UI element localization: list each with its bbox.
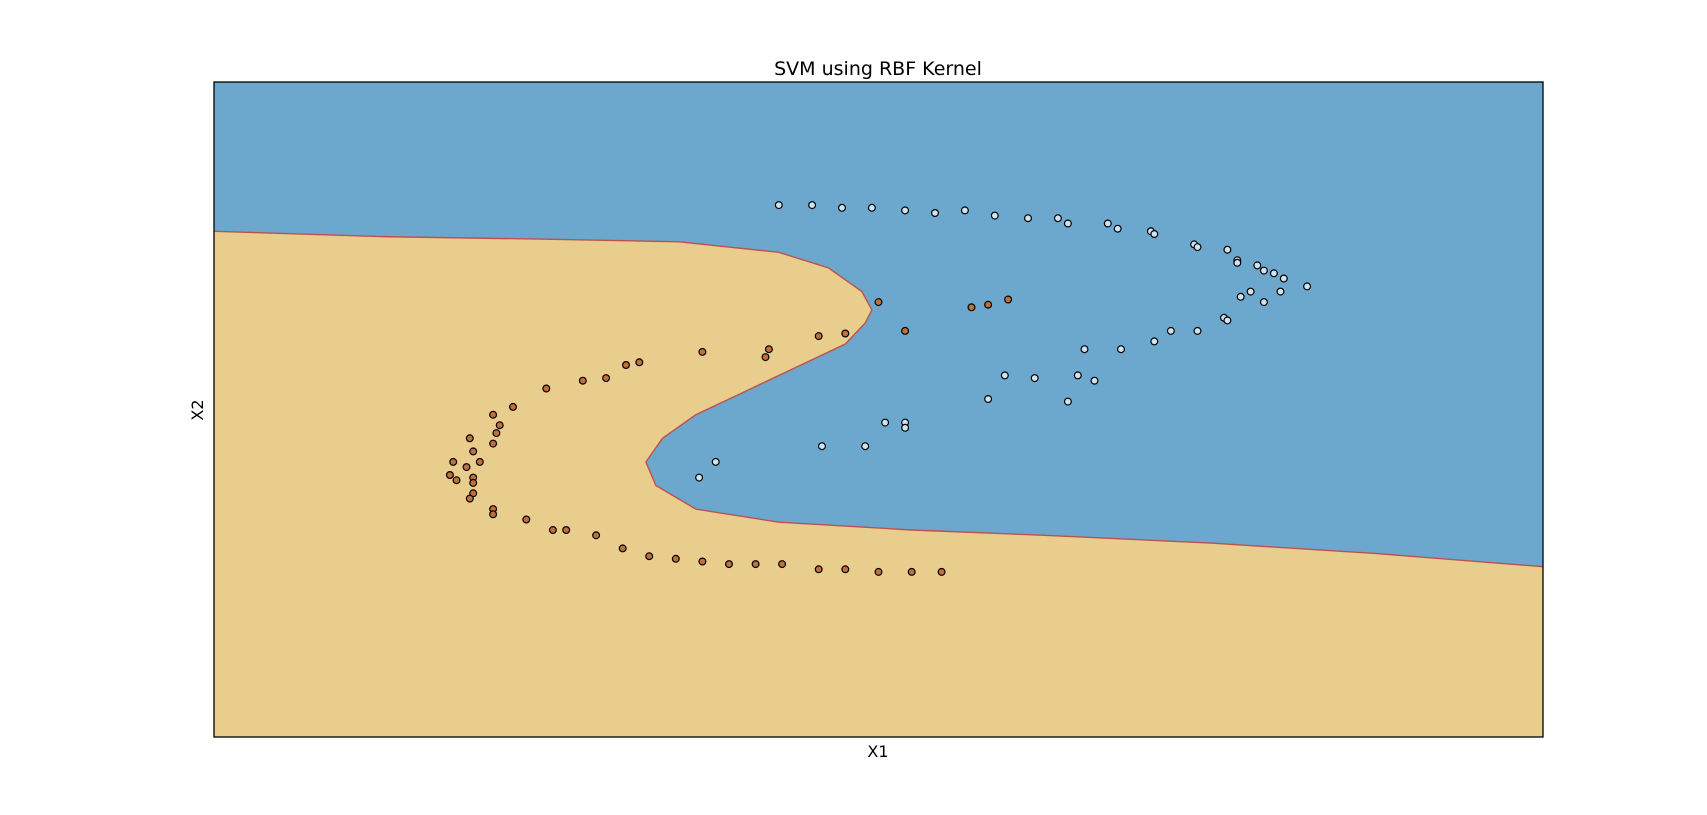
data-point-class-0 [960,206,969,215]
data-point-class-0 [1023,214,1032,223]
x-axis-label: X1 [867,742,888,761]
data-point-class-0 [867,203,876,212]
data-point-class-1 [495,421,504,430]
data-point-class-0 [1246,287,1255,296]
data-point-class-1 [814,332,823,341]
data-point-class-0 [1303,282,1312,291]
data-point-class-0 [1223,245,1232,254]
data-point-class-0 [1073,371,1082,380]
data-point-class-1 [814,565,823,574]
data-point-class-0 [1269,269,1278,278]
data-point-class-1 [698,557,707,566]
data-point-class-1 [469,478,478,487]
data-point-class-1 [475,457,484,466]
data-point-class-0 [1276,287,1285,296]
data-point-class-1 [509,402,518,411]
data-point-class-0 [808,201,817,210]
data-point-class-0 [1103,219,1112,228]
data-point-class-0 [837,203,846,212]
data-point-class-1 [761,353,770,362]
data-point-class-1 [542,384,551,393]
data-point-class-0 [1053,214,1062,223]
data-point-class-1 [671,554,680,563]
data-point-class-1 [967,303,976,312]
data-point-class-1 [874,298,883,307]
data-point-class-1 [907,567,916,576]
data-point-class-1 [462,463,471,472]
data-point-class-1 [489,439,498,448]
data-point-class-1 [489,410,498,419]
data-point-class-0 [1063,219,1072,228]
data-point-class-1 [874,567,883,576]
data-point-class-1 [489,510,498,519]
data-point-class-1 [724,560,733,569]
data-point-class-0 [1116,345,1125,354]
data-point-class-0 [817,442,826,451]
chart-title: SVM using RBF Kernel [774,58,982,80]
data-point-class-1 [841,329,850,338]
data-point-class-1 [1004,295,1013,304]
data-point-class-0 [984,395,993,404]
data-point-class-1 [445,471,454,480]
data-point-class-1 [698,347,707,356]
data-point-class-0 [1080,345,1089,354]
data-point-class-0 [1259,298,1268,307]
data-point-class-1 [452,476,461,485]
data-point-class-0 [990,211,999,220]
data-point-class-1 [778,560,787,569]
decision-boundary [214,230,1543,568]
data-point-class-0 [881,418,890,427]
data-point-class-1 [548,525,557,534]
plot-frame [213,81,1544,738]
data-point-class-1 [645,552,654,561]
data-point-class-0 [901,206,910,215]
data-point-class-0 [1090,376,1099,385]
data-point-class-1 [984,300,993,309]
data-point-class-0 [695,473,704,482]
data-point-class-1 [635,358,644,367]
data-point-class-1 [764,345,773,354]
data-point-class-0 [1223,316,1232,325]
decision-region-class-1 [214,231,1543,737]
data-point-class-0 [1236,292,1245,301]
data-point-class-1 [469,447,478,456]
y-axis-label: X2 [188,399,207,420]
plot-area [214,82,1543,737]
data-point-class-1 [562,525,571,534]
data-point-class-1 [937,567,946,576]
data-point-class-0 [930,209,939,218]
data-point-class-0 [1150,230,1159,239]
data-point-class-0 [774,201,783,210]
data-point-class-1 [751,560,760,569]
data-point-class-0 [1030,374,1039,383]
data-point-class-0 [861,442,870,451]
data-point-class-0 [1193,326,1202,335]
data-point-class-0 [1253,261,1262,270]
data-point-class-0 [1259,266,1268,275]
data-point-class-0 [1193,243,1202,252]
data-point-class-1 [592,531,601,540]
data-point-class-0 [1233,258,1242,267]
data-point-class-0 [901,423,910,432]
data-point-class-1 [578,376,587,385]
data-point-class-1 [841,565,850,574]
data-point-class-1 [449,457,458,466]
data-point-class-1 [618,544,627,553]
data-point-class-1 [465,494,474,503]
data-point-class-1 [465,434,474,443]
data-point-class-0 [1150,337,1159,346]
data-point-class-0 [711,457,720,466]
data-point-class-0 [1113,224,1122,233]
data-point-class-0 [1063,397,1072,406]
data-point-class-1 [492,429,501,438]
data-point-class-1 [602,374,611,383]
data-point-class-0 [1166,326,1175,335]
data-points [445,201,1312,576]
data-point-class-1 [522,515,531,524]
data-point-class-0 [1279,274,1288,283]
data-point-class-0 [1000,371,1009,380]
data-point-class-1 [901,326,910,335]
data-point-class-1 [621,361,630,370]
